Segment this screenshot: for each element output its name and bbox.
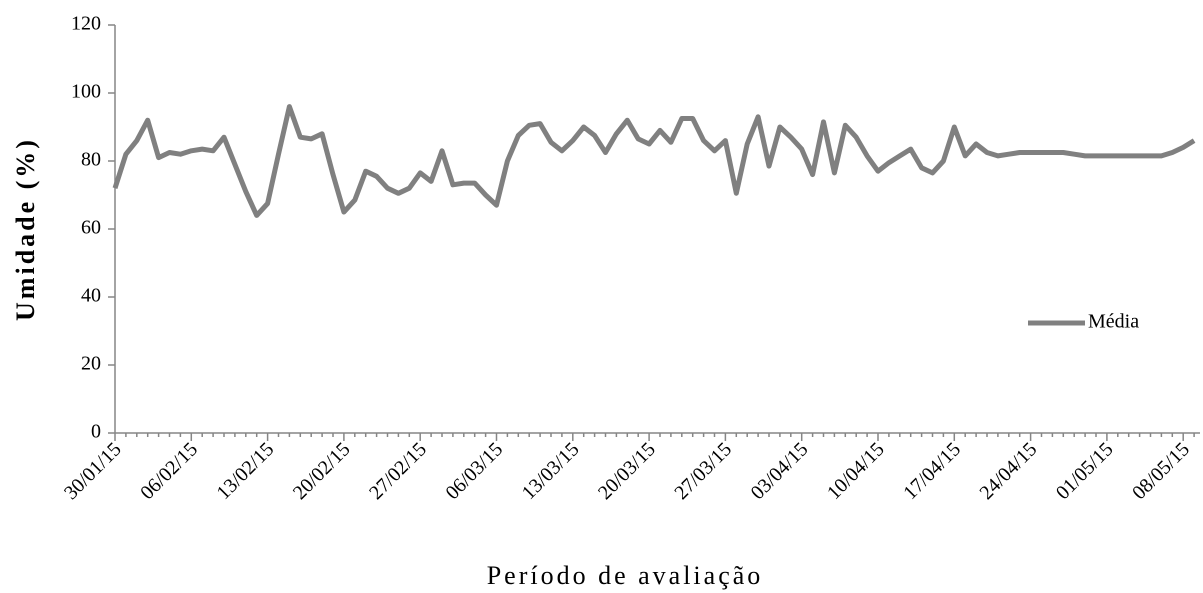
x-tick-label: 08/05/15 (1128, 438, 1194, 504)
y-tick-label: 40 (81, 285, 101, 307)
x-tick-label: 13/03/15 (518, 438, 584, 504)
x-tick-label: 27/03/15 (670, 438, 736, 504)
x-tick-label: 27/02/15 (365, 438, 431, 504)
y-tick-label: 0 (91, 421, 101, 443)
line (112, 104, 1196, 218)
y-tick-label: 80 (81, 149, 101, 171)
x-tick-label: 24/04/15 (976, 438, 1042, 504)
y-tick-label: 120 (71, 13, 101, 35)
x-tick-label: 13/02/15 (213, 438, 279, 504)
x-tick-label: 06/02/15 (136, 438, 202, 504)
x-tick-label: 01/05/15 (1052, 438, 1118, 504)
x-tick-label: 03/04/15 (747, 438, 813, 504)
x-tick-label: 10/04/15 (823, 438, 889, 504)
x-tick-label: 30/01/15 (60, 438, 126, 504)
y-tick-label: 60 (81, 217, 101, 239)
x-tick-label: 06/03/15 (441, 438, 507, 504)
legend-label: Média (1088, 311, 1139, 333)
y-tick-label: 100 (71, 81, 101, 103)
y-tick-label: 20 (81, 353, 101, 375)
x-axis-title: Período de avaliação (487, 561, 764, 590)
x-tick-label: 20/03/15 (594, 438, 660, 504)
x-tick-label: 20/02/15 (289, 438, 355, 504)
y-axis-title: Umidade (%) (11, 137, 40, 321)
x-tick-label: 17/04/15 (899, 438, 965, 504)
